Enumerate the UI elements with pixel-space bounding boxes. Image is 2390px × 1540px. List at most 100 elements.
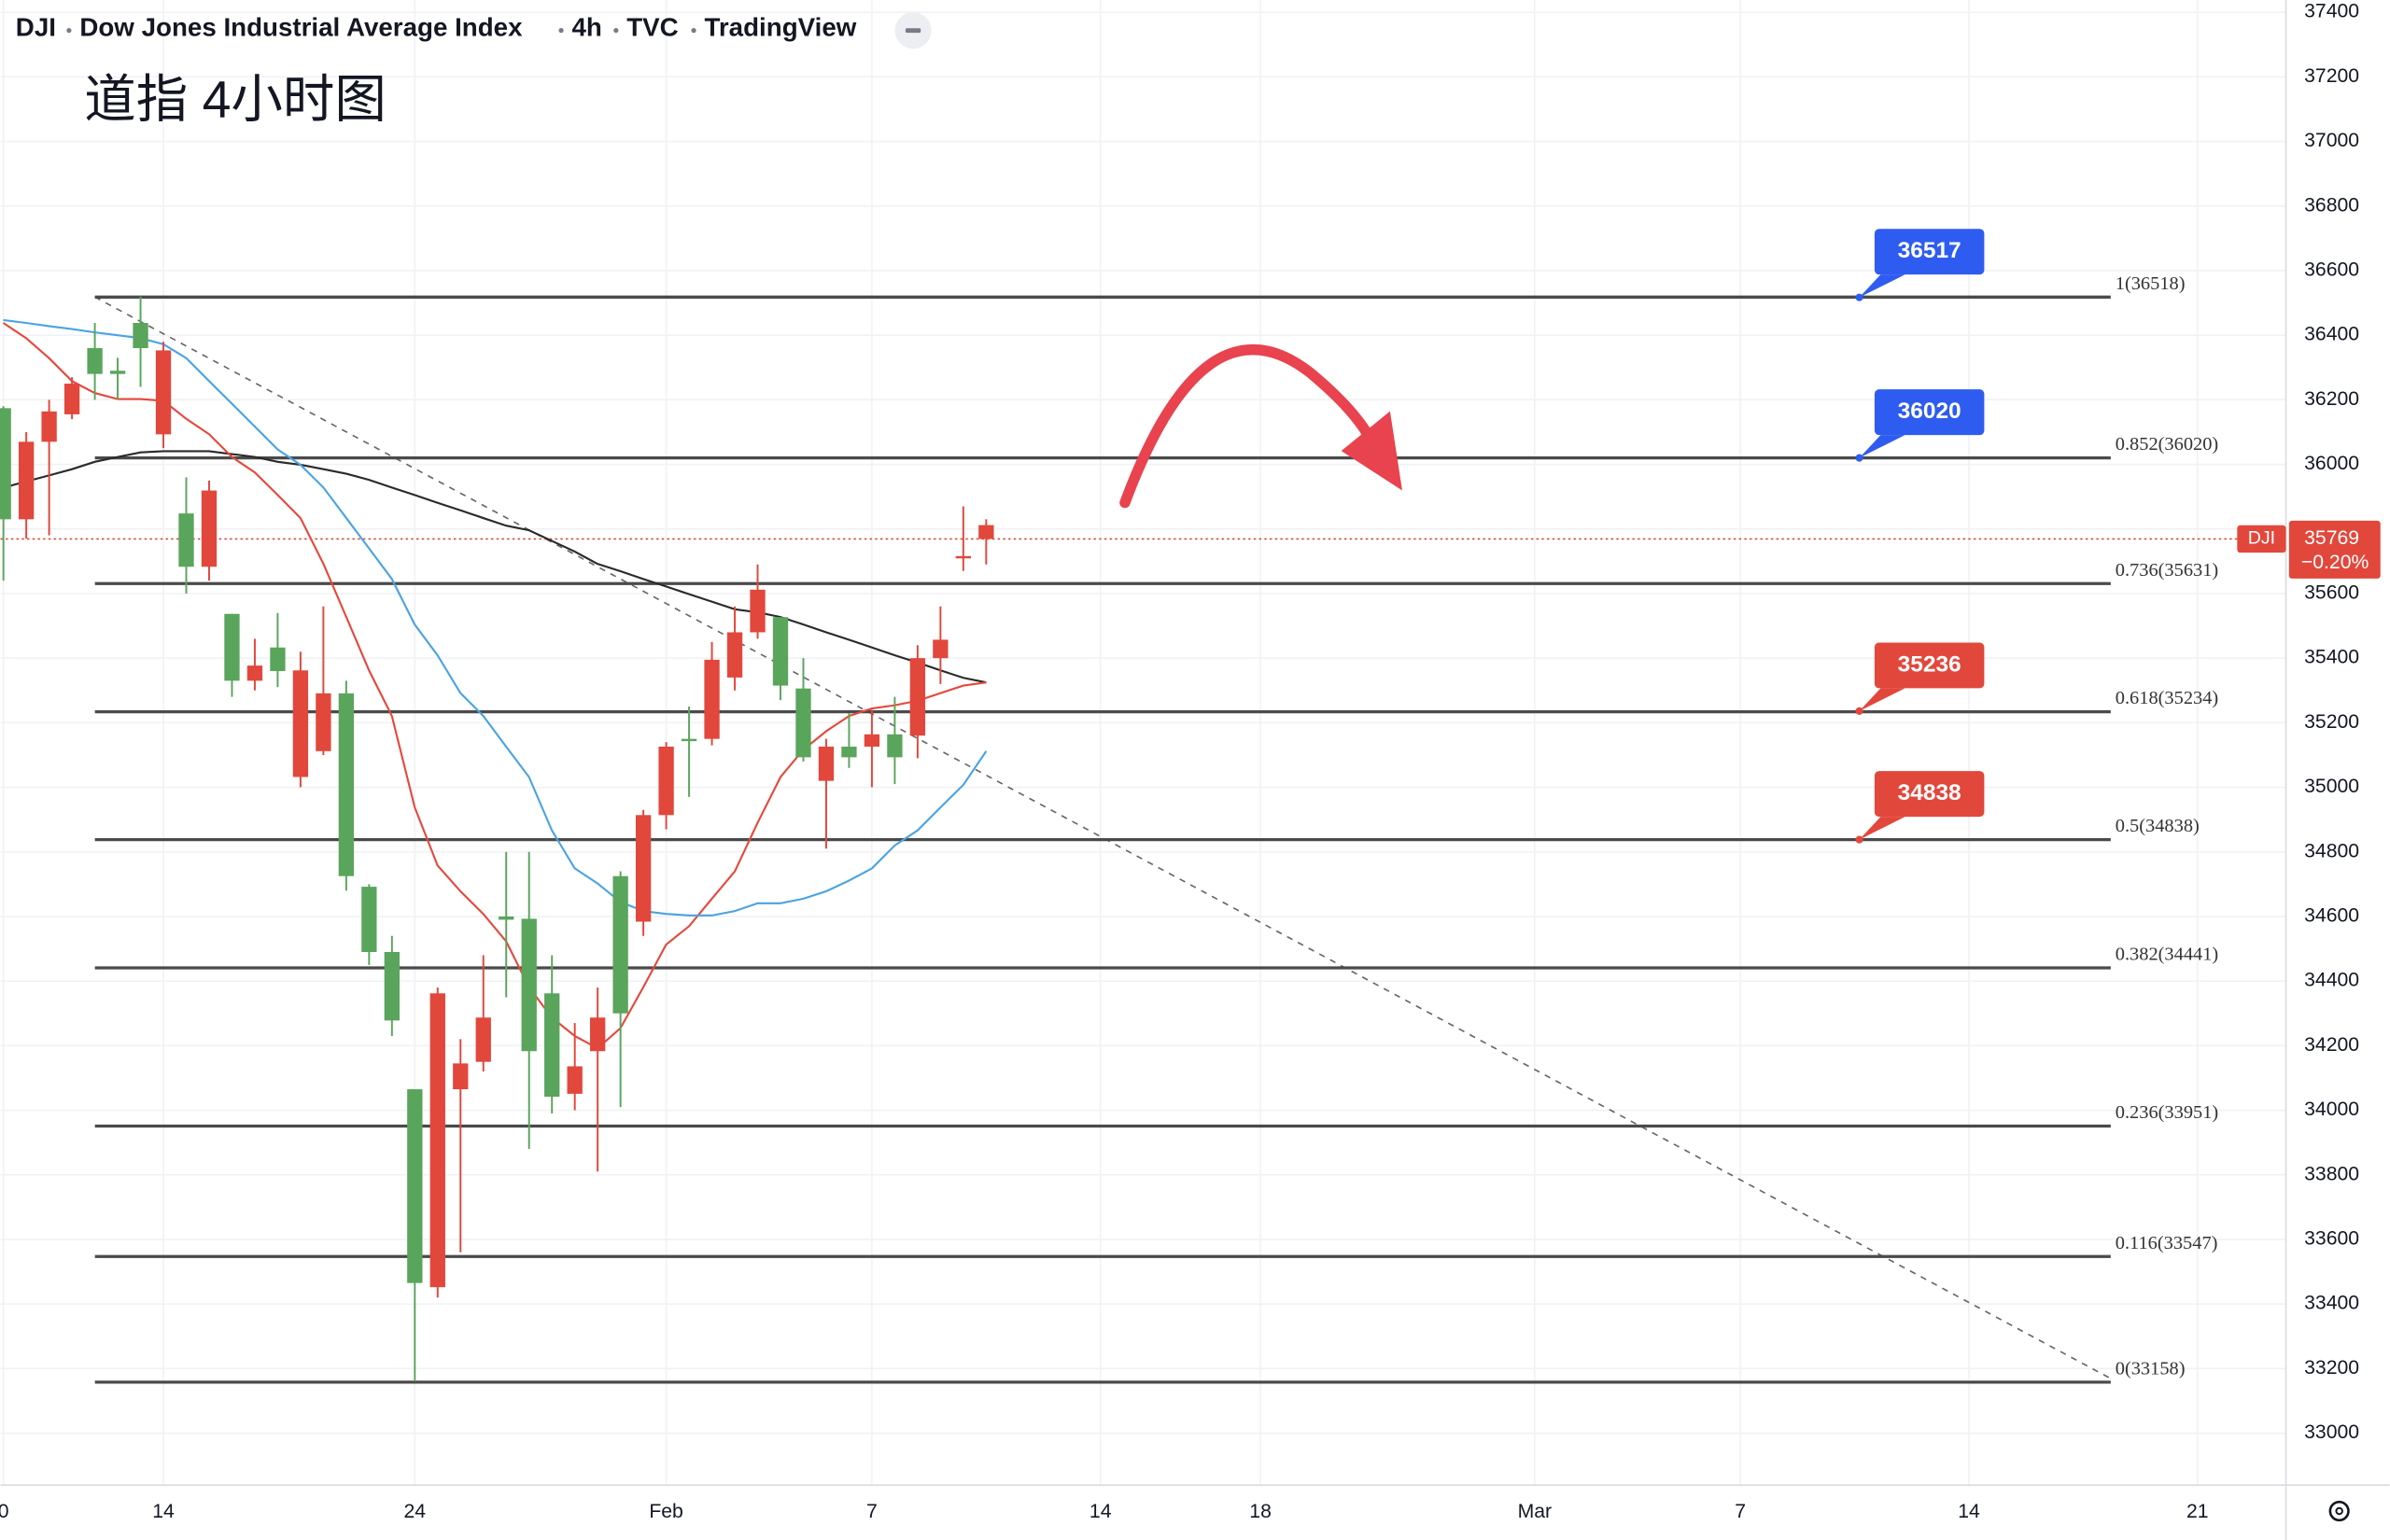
candle-body	[246, 665, 263, 681]
x-tick-label: 0	[0, 1501, 9, 1522]
x-tick-label: 21	[2186, 1501, 2209, 1522]
candle-body	[521, 918, 537, 1052]
y-tick-label: 37000	[2304, 130, 2359, 151]
callout-anchor	[1855, 454, 1863, 462]
symbol-tag-label: DJI	[2248, 528, 2275, 549]
x-tick-label: 7	[1735, 1501, 1746, 1522]
callout-box	[1874, 389, 1985, 436]
chart-title: 道指 4小时图	[84, 71, 387, 129]
grid	[0, 0, 2286, 1486]
callout-pointer	[1859, 688, 1905, 711]
fib-label: 0.852(36020)	[2116, 434, 2218, 455]
moving-average	[3, 318, 988, 917]
candle-body	[18, 441, 35, 520]
fib-label: 0.116(33547)	[2116, 1233, 2218, 1253]
y-tick-label: 36400	[2304, 324, 2359, 345]
callout-label: 35236	[1898, 651, 1961, 677]
x-tick-label: 7	[866, 1501, 878, 1522]
settings-icon	[2328, 1500, 2350, 1522]
y-tick-label: 35200	[2304, 711, 2359, 733]
callout-anchor	[1855, 835, 1863, 844]
candle-body	[795, 688, 811, 758]
candle-body	[841, 746, 857, 758]
callout-pointer	[1859, 274, 1905, 298]
y-tick-label: 34000	[2304, 1099, 2359, 1120]
y-tick-label: 33000	[2304, 1421, 2359, 1443]
x-tick-label: Feb	[649, 1501, 683, 1522]
callout-anchor	[1855, 707, 1863, 715]
y-tick-label: 35600	[2304, 582, 2359, 604]
fib-label: 0.736(35631)	[2116, 560, 2218, 581]
callout-label: 34838	[1898, 780, 1961, 805]
settings-button[interactable]	[2328, 1500, 2350, 1522]
x-tick-label: 14	[1090, 1501, 1112, 1522]
collapse-icon	[905, 28, 921, 34]
candle-body	[726, 632, 743, 678]
settings-icon-center	[2335, 1506, 2343, 1516]
symbol-tag	[2237, 525, 2286, 553]
candle-body	[772, 617, 789, 686]
candle-body	[864, 734, 880, 747]
candle-body	[635, 815, 652, 922]
candle-body	[681, 738, 697, 742]
candle-body	[201, 490, 218, 567]
x-tick-label: 18	[1249, 1501, 1272, 1522]
candle-body	[933, 639, 949, 659]
y-tick-label: 35000	[2304, 776, 2359, 797]
candle-body	[978, 525, 994, 539]
candle-body	[887, 734, 903, 758]
x-tick-label: 24	[404, 1501, 427, 1522]
forecast-arrow	[1119, 343, 1378, 509]
fib-label: 0.618(35234)	[2116, 688, 2218, 708]
y-tick-label: 36200	[2304, 388, 2359, 410]
y-tick-label: 36600	[2304, 259, 2359, 281]
x-tick-label: Mar	[1518, 1501, 1553, 1522]
separator	[691, 28, 696, 34]
separator	[558, 28, 564, 34]
candle-body	[361, 887, 377, 953]
symbol: DJI	[16, 12, 56, 41]
y-tick-label: 34400	[2304, 970, 2359, 991]
fib-label: 1(36518)	[2116, 273, 2186, 294]
y-tick-label: 33400	[2304, 1293, 2359, 1314]
candle-body	[429, 993, 445, 1288]
x-tick-label: 14	[1958, 1501, 1980, 1522]
moving-average	[3, 450, 987, 684]
candle-body	[316, 693, 331, 751]
y-tick-label: 34200	[2304, 1034, 2359, 1056]
candle-body	[750, 589, 766, 633]
candle-body	[41, 411, 57, 442]
candle-body	[63, 384, 80, 414]
separator	[66, 28, 72, 34]
callout-label: 36020	[1898, 399, 1961, 424]
candle-body	[384, 952, 400, 1021]
candle-body	[87, 347, 103, 374]
candle-body	[818, 746, 835, 781]
candle-body	[292, 670, 309, 777]
last-price-label: 35769	[2304, 527, 2359, 549]
y-tick-label: 37200	[2304, 65, 2359, 87]
callout-label: 36517	[1898, 238, 1961, 263]
plot: 1(36518) 0.852(36020) 0.736(35631) 0.618(35…	[0, 229, 2286, 1384]
fib-label: 0.382(34441)	[2116, 945, 2218, 965]
callout-box	[1874, 642, 1985, 689]
candle-body	[909, 658, 926, 736]
symbol-name: Dow Jones Industrial Average Index	[79, 12, 523, 41]
candle-body	[178, 513, 194, 567]
trendline	[94, 296, 2112, 1379]
callout-pointer	[1859, 817, 1905, 840]
candle-body	[453, 1063, 469, 1090]
y-tick-label: 33800	[2304, 1163, 2359, 1184]
callout-box	[1874, 771, 1985, 818]
candle-body	[270, 647, 286, 671]
change-label: −0.20%	[2301, 552, 2369, 573]
candle-body	[658, 746, 674, 816]
candle-body	[544, 993, 560, 1098]
candle-body	[155, 350, 172, 435]
candle-body	[133, 322, 148, 348]
candle-body	[109, 371, 126, 374]
